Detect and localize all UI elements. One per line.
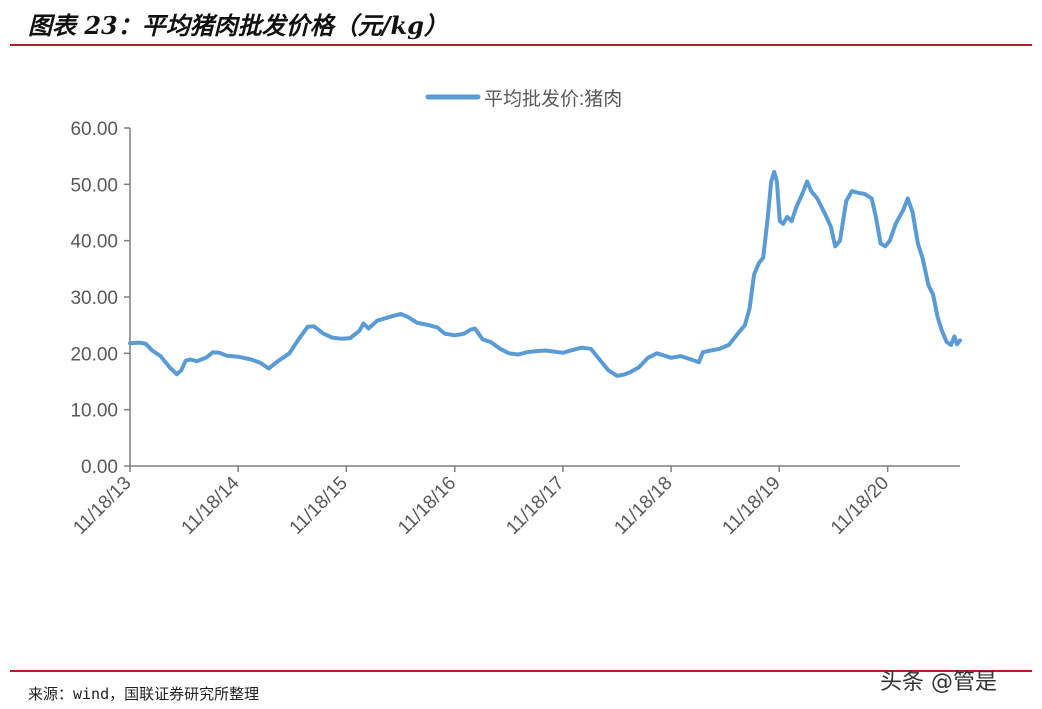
x-tick-label: 11/18/20: [827, 473, 893, 539]
watermark: 头条 @管是: [880, 670, 997, 695]
x-tick-label: 11/18/18: [610, 473, 676, 539]
y-tick-label: 30.00: [70, 288, 118, 309]
line-chart: 平均批发价:猪肉 0.00 10.00 20.00 30.00 40.00 50.00 60…: [69, 88, 962, 539]
x-axis-ticks: 11/18/13 11/18/14 11/18/15 11/18/16 11/18/17…: [69, 466, 893, 539]
top-rule: [10, 44, 1032, 46]
y-axis-ticks: 0.00 10.00 20.00 30.00 40.00 50.00 60.00: [70, 119, 130, 478]
source-note: 来源：wind，国联证券研究所整理: [28, 685, 260, 703]
y-tick-label: 20.00: [70, 344, 118, 365]
x-tick-label: 11/18/15: [286, 473, 352, 539]
x-tick-label: 11/18/17: [502, 473, 568, 539]
y-tick-label: 60.00: [70, 119, 118, 140]
x-tick-label: 11/18/16: [394, 473, 460, 539]
chart-legend: 平均批发价:猪肉: [425, 88, 622, 110]
x-tick-label: 11/18/13: [69, 473, 135, 539]
bottom-rule: [10, 670, 1032, 672]
series-line-pork-wholesale-price: [128, 169, 962, 378]
x-tick-label: 11/18/14: [178, 472, 244, 538]
x-tick-label: 11/18/19: [719, 473, 785, 539]
y-tick-label: 10.00: [70, 401, 118, 422]
y-tick-label: 50.00: [70, 175, 118, 196]
y-tick-label: 40.00: [70, 232, 118, 253]
legend-label: 平均批发价:猪肉: [484, 88, 622, 110]
y-tick-label: 0.00: [81, 457, 118, 478]
figure-title: 图表 23：平均猪肉批发价格（元/kg）: [28, 11, 448, 40]
